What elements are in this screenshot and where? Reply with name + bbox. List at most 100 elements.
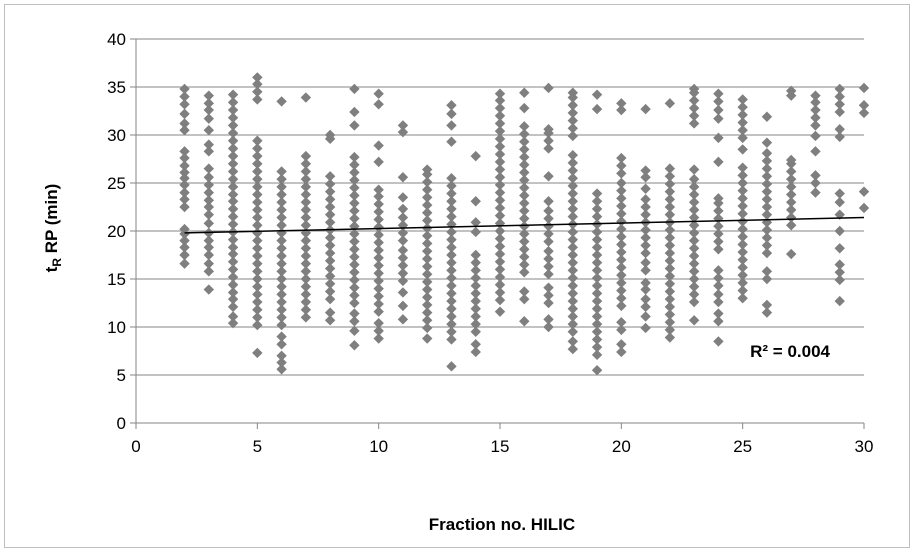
data-point (737, 254, 748, 265)
data-point (397, 235, 409, 246)
data-point (591, 349, 603, 361)
data-point (203, 201, 214, 213)
data-point (786, 154, 797, 166)
data-point (276, 304, 287, 315)
data-point (616, 231, 627, 242)
data-point (616, 177, 627, 189)
data-point (397, 126, 409, 138)
data-point (567, 180, 578, 192)
data-point (688, 315, 700, 326)
data-point (203, 266, 214, 277)
data-point (616, 246, 627, 258)
data-point (373, 260, 384, 271)
data-point (688, 197, 700, 208)
data-point (737, 285, 748, 296)
data-point (446, 108, 457, 120)
scatter-plot: 0 5 10 15 20 25 30 35 40 0 5 10 15 20 25 30 R² = 0.004… (42, 30, 874, 534)
data-point (252, 304, 263, 315)
data-point (227, 143, 239, 154)
data-point (688, 273, 700, 285)
data-point (276, 197, 287, 208)
data-point (276, 350, 287, 361)
data-point (543, 297, 554, 309)
data-point (227, 264, 239, 275)
data-point (494, 179, 506, 191)
data-point (324, 171, 336, 182)
data-point (713, 205, 724, 217)
data-point (422, 269, 433, 280)
data-point (519, 293, 530, 305)
data-point (349, 197, 360, 209)
data-point (688, 235, 700, 246)
data-point (737, 223, 748, 235)
data-point (494, 118, 506, 129)
data-point (373, 291, 384, 302)
data-point (203, 249, 214, 261)
data-point (373, 214, 384, 225)
data-point (761, 240, 773, 251)
data-point (688, 243, 700, 254)
data-point (810, 170, 821, 181)
data-point (786, 189, 797, 200)
data-point (300, 273, 312, 285)
data-point (519, 259, 530, 270)
data-point (203, 146, 214, 157)
data-point (664, 98, 676, 109)
data-point (397, 287, 409, 298)
data-point (349, 190, 360, 201)
data-point (422, 184, 433, 195)
data-point (761, 307, 773, 318)
data-point (373, 268, 384, 279)
data-point (252, 258, 263, 269)
data-point (761, 232, 773, 243)
data-point (591, 295, 603, 307)
data-point (834, 83, 845, 95)
data-point (349, 228, 360, 240)
data-point (179, 258, 190, 269)
data-point (276, 319, 287, 331)
data-point (373, 156, 384, 168)
data-point (543, 171, 554, 182)
data-point (324, 286, 336, 297)
data-point (567, 265, 578, 276)
data-point (300, 181, 312, 193)
y-tick-label: 25 (107, 174, 126, 193)
data-point (397, 252, 409, 264)
data-point (252, 72, 263, 83)
data-point (494, 149, 506, 160)
data-point (446, 173, 457, 184)
data-point (422, 230, 433, 241)
data-point (203, 242, 214, 253)
data-point (373, 245, 384, 256)
data-point (519, 174, 530, 186)
data-point (737, 117, 748, 128)
data-point (422, 192, 433, 203)
data-point (616, 208, 627, 219)
data-point (446, 234, 457, 245)
data-point (664, 317, 676, 328)
data-point (373, 198, 384, 210)
data-point (737, 94, 748, 105)
data-point (227, 112, 239, 123)
data-point (373, 237, 384, 248)
data-point (276, 250, 287, 262)
data-point (227, 256, 239, 267)
data-point (543, 269, 554, 280)
data-point (252, 227, 263, 239)
data-point (373, 283, 384, 294)
data-point (203, 284, 214, 295)
data-point (276, 212, 287, 223)
data-point (567, 165, 578, 176)
data-point (543, 314, 554, 325)
data-point (640, 284, 651, 295)
data-point (786, 248, 797, 260)
x-tick-label: 30 (855, 437, 874, 456)
data-point (664, 286, 676, 297)
data-point (616, 324, 627, 336)
data-point (422, 238, 433, 249)
data-point (737, 162, 748, 173)
data-point (252, 86, 263, 97)
data-point (494, 264, 506, 275)
data-point (834, 124, 845, 135)
data-point (567, 211, 578, 222)
